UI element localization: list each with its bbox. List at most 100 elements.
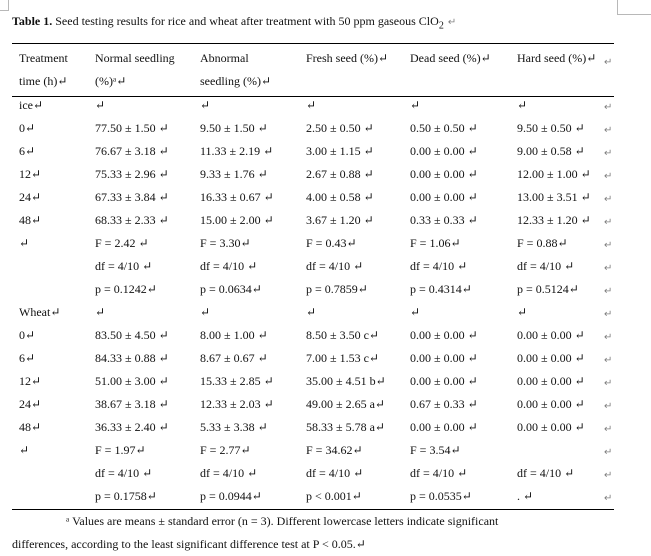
- table-cell: 9.50 ± 1.50 ↵: [200, 121, 268, 135]
- row-end-mark-icon: ↵: [604, 355, 613, 366]
- table-cell: 0.00 ± 0.00 ↵: [410, 351, 478, 365]
- footnote-line-1: ᵃ Values are means ± standard error (n =…: [66, 514, 499, 528]
- table-cell: 13.00 ± 3.51 ↵: [517, 190, 591, 204]
- table-cell: 12.33 ± 2.03 ↵: [200, 397, 274, 411]
- table-cell: df = 4/10 ↵: [95, 466, 153, 480]
- table-cell: 12↵: [19, 374, 42, 388]
- table-cell: p = 0.0634↵: [200, 282, 262, 296]
- table-top-rule: [12, 43, 614, 44]
- table-footnote: ᵃ Values are means ± standard error (n =…: [12, 510, 612, 556]
- header-cell: Abnormal: [200, 51, 249, 65]
- table-cell: 8.00 ± 1.00 ↵: [200, 328, 268, 342]
- table-cell: 6↵: [19, 144, 36, 158]
- table-cell: 0.00 ± 0.00 ↵: [517, 397, 585, 411]
- table-cell: 0.00 ± 0.00 ↵: [517, 420, 585, 434]
- table-cell: 0↵: [19, 121, 36, 135]
- table-cell: 12.33 ± 1.20 ↵: [517, 213, 591, 227]
- table-cell: p = 0.4314↵: [410, 282, 472, 296]
- table-cell: 9.50 ± 0.50 ↵: [517, 121, 585, 135]
- row-end-mark-icon: ↵: [604, 125, 613, 136]
- row-end-mark-icon: ↵: [604, 102, 613, 113]
- header-cell: Hard seed (%)↵: [517, 51, 597, 65]
- table-cell: 3.00 ± 1.15 ↵: [306, 144, 374, 158]
- table-cell: ↵: [306, 98, 317, 112]
- table-cell: ↵: [200, 305, 211, 319]
- header-cell: Dead seed (%)↵: [410, 51, 491, 65]
- table-cell: p < 0.001↵: [306, 489, 362, 503]
- table-cell: ↵: [410, 305, 421, 319]
- footnote-line-2: differences, according to the least sign…: [12, 537, 366, 551]
- table-cell: F = 34.62↵: [306, 443, 363, 457]
- table-cell: 36.33 ± 2.40 ↵: [95, 420, 169, 434]
- table-caption-label: Table 1.: [12, 14, 53, 28]
- table-cell: p = 0.1242↵: [95, 282, 157, 296]
- table-cell: 12↵: [19, 167, 42, 181]
- table-cell: 83.50 ± 4.50 ↵: [95, 328, 169, 342]
- table-cell: 0.00 ± 0.00 ↵: [517, 351, 585, 365]
- table-cell: 3.67 ± 1.20 ↵: [306, 213, 374, 227]
- table-cell: 4.00 ± 0.58 ↵: [306, 190, 374, 204]
- row-end-mark-icon: ↵: [604, 401, 613, 412]
- table-cell: ↵: [517, 98, 528, 112]
- table-cell: F = 2.42 ↵: [95, 236, 149, 250]
- table-cell: 38.67 ± 3.18 ↵: [95, 397, 169, 411]
- table-cell: df = 4/10 ↵: [410, 466, 468, 480]
- table-cell: 0.00 ± 0.00 ↵: [410, 328, 478, 342]
- row-end-mark-icon: ↵: [604, 424, 613, 435]
- table-cell: 11.33 ± 2.19 ↵: [200, 144, 274, 158]
- table-cell: 0↵: [19, 328, 36, 342]
- table-cell: 48↵: [19, 213, 42, 227]
- table-cell: 6↵: [19, 351, 36, 365]
- table-cell: 0.33 ± 0.33 ↵: [410, 213, 478, 227]
- table-cell: df = 4/10 ↵: [410, 259, 468, 273]
- table-cell: 51.00 ± 3.00 ↵: [95, 374, 169, 388]
- table-cell: 2.50 ± 0.50 ↵: [306, 121, 374, 135]
- table-cell: 5.33 ± 3.38 ↵: [200, 420, 268, 434]
- row-end-mark-icon: ↵: [604, 470, 613, 481]
- table-cell: 8.67 ± 0.67 ↵: [200, 351, 268, 365]
- row-end-mark-icon: ↵: [604, 309, 613, 320]
- table-cell: ↵: [19, 236, 30, 250]
- table-cell: Wheat↵: [19, 305, 61, 319]
- table-cell: p = 0.5124↵: [517, 282, 579, 296]
- table-cell: F = 2.77↵: [200, 443, 251, 457]
- table-cell: df = 4/10 ↵: [95, 259, 153, 273]
- table-cell: df = 4/10 ↵: [200, 466, 258, 480]
- table-cell: df = 4/10 ↵: [306, 259, 364, 273]
- row-end-mark-icon: ↵: [604, 57, 613, 68]
- header-cell: time (h)↵: [19, 74, 68, 88]
- row-end-mark-icon: ↵: [604, 447, 613, 458]
- table-caption-text: Seed testing results for rice and wheat …: [52, 14, 439, 28]
- table-cell: ↵: [95, 98, 106, 112]
- page-corner-mark-left: [0, 0, 9, 11]
- table-cell: ice↵: [19, 98, 44, 112]
- row-end-mark-icon: ↵: [604, 194, 613, 205]
- table-cell: df = 4/10 ↵: [200, 259, 258, 273]
- table-cell: F = 1.06↵: [410, 236, 461, 250]
- row-end-mark-icon: ↵: [604, 286, 613, 297]
- table-caption: Table 1. Seed testing results for rice a…: [12, 14, 456, 31]
- table-cell: . ↵: [517, 489, 534, 503]
- table-cell: 0.50 ± 0.50 ↵: [410, 121, 478, 135]
- table-cell: p = 0.1758↵: [95, 489, 157, 503]
- header-cell: Fresh seed (%)↵: [306, 51, 389, 65]
- header-cell: Treatment: [19, 51, 68, 65]
- table-cell: ↵: [200, 98, 211, 112]
- table-cell: 35.00 ± 4.51 b↵: [306, 374, 386, 388]
- table-cell: 12.00 ± 1.00 ↵: [517, 167, 591, 181]
- table-caption-subscript: 2: [438, 20, 444, 32]
- table-cell: 75.33 ± 2.96 ↵: [95, 167, 169, 181]
- table-cell: 0.00 ± 0.00 ↵: [410, 144, 478, 158]
- table-cell: 0.00 ± 0.00 ↵: [410, 420, 478, 434]
- table-cell: p = 0.0944↵: [200, 489, 262, 503]
- table-cell: 9.33 ± 1.76 ↵: [200, 167, 268, 181]
- table-cell: 0.00 ± 0.00 ↵: [410, 374, 478, 388]
- table-cell: 0.00 ± 0.00 ↵: [410, 190, 478, 204]
- header-cell: seedling (%)↵: [200, 74, 272, 88]
- table-cell: 68.33 ± 2.33 ↵: [95, 213, 169, 227]
- table-cell: 15.33 ± 2.85 ↵: [200, 374, 274, 388]
- table-bottom-rule: [12, 509, 614, 510]
- table-cell: 24↵: [19, 397, 42, 411]
- table-cell: 0.00 ± 0.00 ↵: [517, 328, 585, 342]
- table-cell: 24↵: [19, 190, 42, 204]
